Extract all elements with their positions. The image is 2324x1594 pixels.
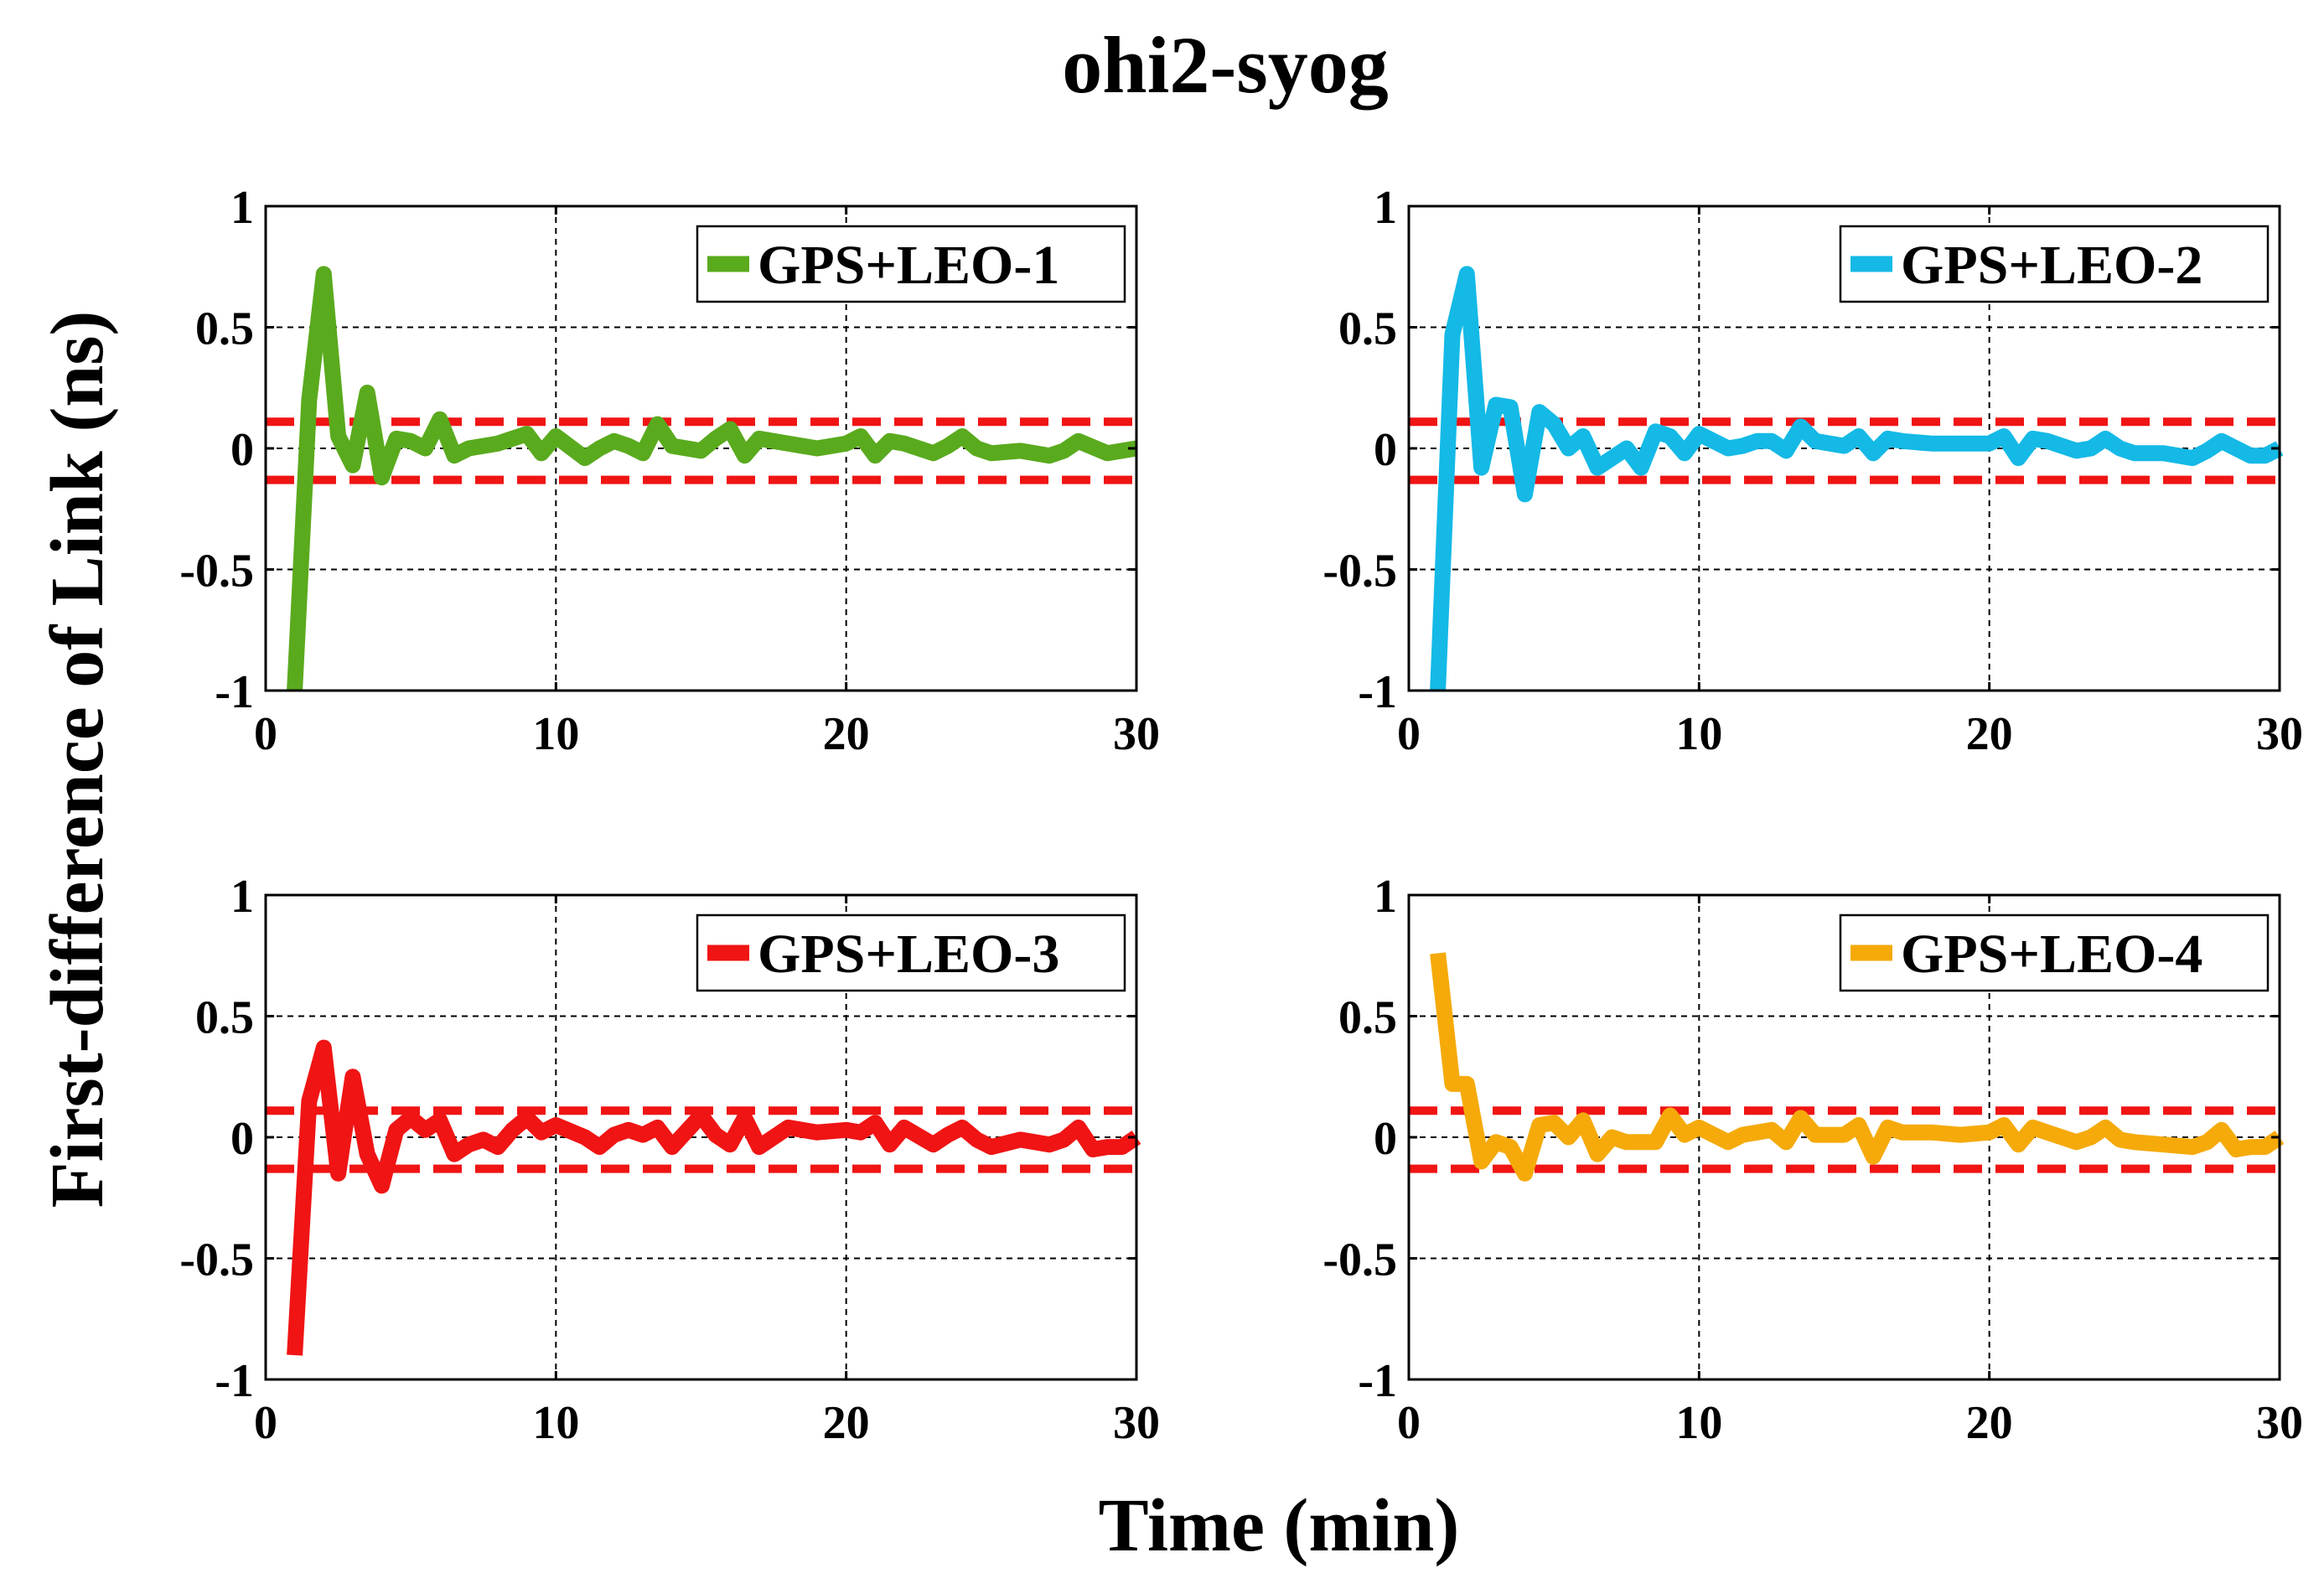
panel-3: 0 10 20 30 -1 -0.5 0 0.5 1 GPS+LEO-3 (179, 871, 1160, 1449)
y-axis-label: First-difference of Link (ns) (36, 311, 119, 1208)
x-tick-label: 20 (823, 1397, 870, 1449)
x-tick-label: 30 (2256, 708, 2303, 760)
y-tick-label: 0.5 (195, 303, 254, 355)
x-tick-label: 0 (1397, 1397, 1421, 1449)
x-tick-label: 30 (1113, 708, 1160, 760)
y-tick-label: 1 (1374, 182, 1397, 234)
legend-box (696, 225, 1126, 303)
y-tick-label: -1 (215, 1355, 254, 1407)
legend-box (1839, 225, 2270, 303)
legend-label: GPS+LEO-3 (758, 924, 1059, 985)
y-tick-label: 1 (230, 182, 254, 234)
figure-title: ohi2-syog (1062, 20, 1388, 110)
y-tick-label: -0.5 (179, 546, 254, 598)
x-tick-label: 20 (1966, 708, 2013, 760)
y-tick-label: 0.5 (1338, 992, 1397, 1044)
series-line (287, 266, 1138, 691)
legend: GPS+LEO-1 (696, 225, 1126, 303)
x-axis-label: Time (min) (1099, 1484, 1460, 1567)
y-tick-label: 0 (1374, 424, 1397, 476)
y-tick-label: -0.5 (1322, 546, 1397, 598)
x-tick-label: 30 (1113, 1397, 1160, 1449)
panel-4: 0 10 20 30 -1 -0.5 0 0.5 1 GPS+LEO-4 (1322, 871, 2303, 1449)
legend-label: GPS+LEO-1 (758, 235, 1059, 296)
y-tick-label: -1 (215, 666, 254, 718)
y-tick-label: 0.5 (1338, 303, 1397, 355)
x-tick-label: 10 (1675, 708, 1722, 760)
y-tick-label: 1 (1374, 871, 1397, 923)
x-tick-label: 10 (532, 1397, 579, 1449)
x-tick-label: 20 (823, 708, 870, 760)
series-line (287, 1039, 1141, 1356)
series-line (1430, 266, 2284, 691)
x-tick-label: 10 (1675, 1397, 1722, 1449)
legend-label: GPS+LEO-4 (1901, 924, 2202, 985)
y-tick-label: 0 (1374, 1113, 1397, 1165)
panel-2: 0 10 20 30 -1 -0.5 0 0.5 1 GPS+LEO-2 (1322, 182, 2303, 760)
series-line (1430, 952, 2285, 1182)
legend: GPS+LEO-2 (1839, 225, 2270, 303)
x-tick-label: 30 (2256, 1397, 2303, 1449)
y-tick-label: 0.5 (195, 992, 254, 1044)
y-tick-label: 0 (230, 424, 254, 476)
legend-box (1839, 913, 2270, 992)
x-tick-label: 0 (254, 1397, 277, 1449)
legend-box (696, 913, 1126, 992)
y-tick-label: -0.5 (179, 1234, 254, 1286)
x-tick-label: 0 (1397, 708, 1421, 760)
x-tick-label: 20 (1966, 1397, 2013, 1449)
legend: GPS+LEO-4 (1839, 913, 2270, 992)
y-tick-label: 0 (230, 1113, 254, 1165)
legend-label: GPS+LEO-2 (1901, 235, 2202, 296)
legend: GPS+LEO-3 (696, 913, 1126, 992)
x-tick-label: 0 (254, 708, 277, 760)
panel-1: 0 10 20 30 -1 -0.5 0 0.5 1 GPS+LEO-1 (179, 182, 1160, 760)
x-tick-label: 10 (532, 708, 579, 760)
y-tick-label: -1 (1358, 1355, 1397, 1407)
y-tick-label: -1 (1358, 666, 1397, 718)
y-tick-label: 1 (230, 871, 254, 923)
y-tick-label: -0.5 (1322, 1234, 1397, 1286)
